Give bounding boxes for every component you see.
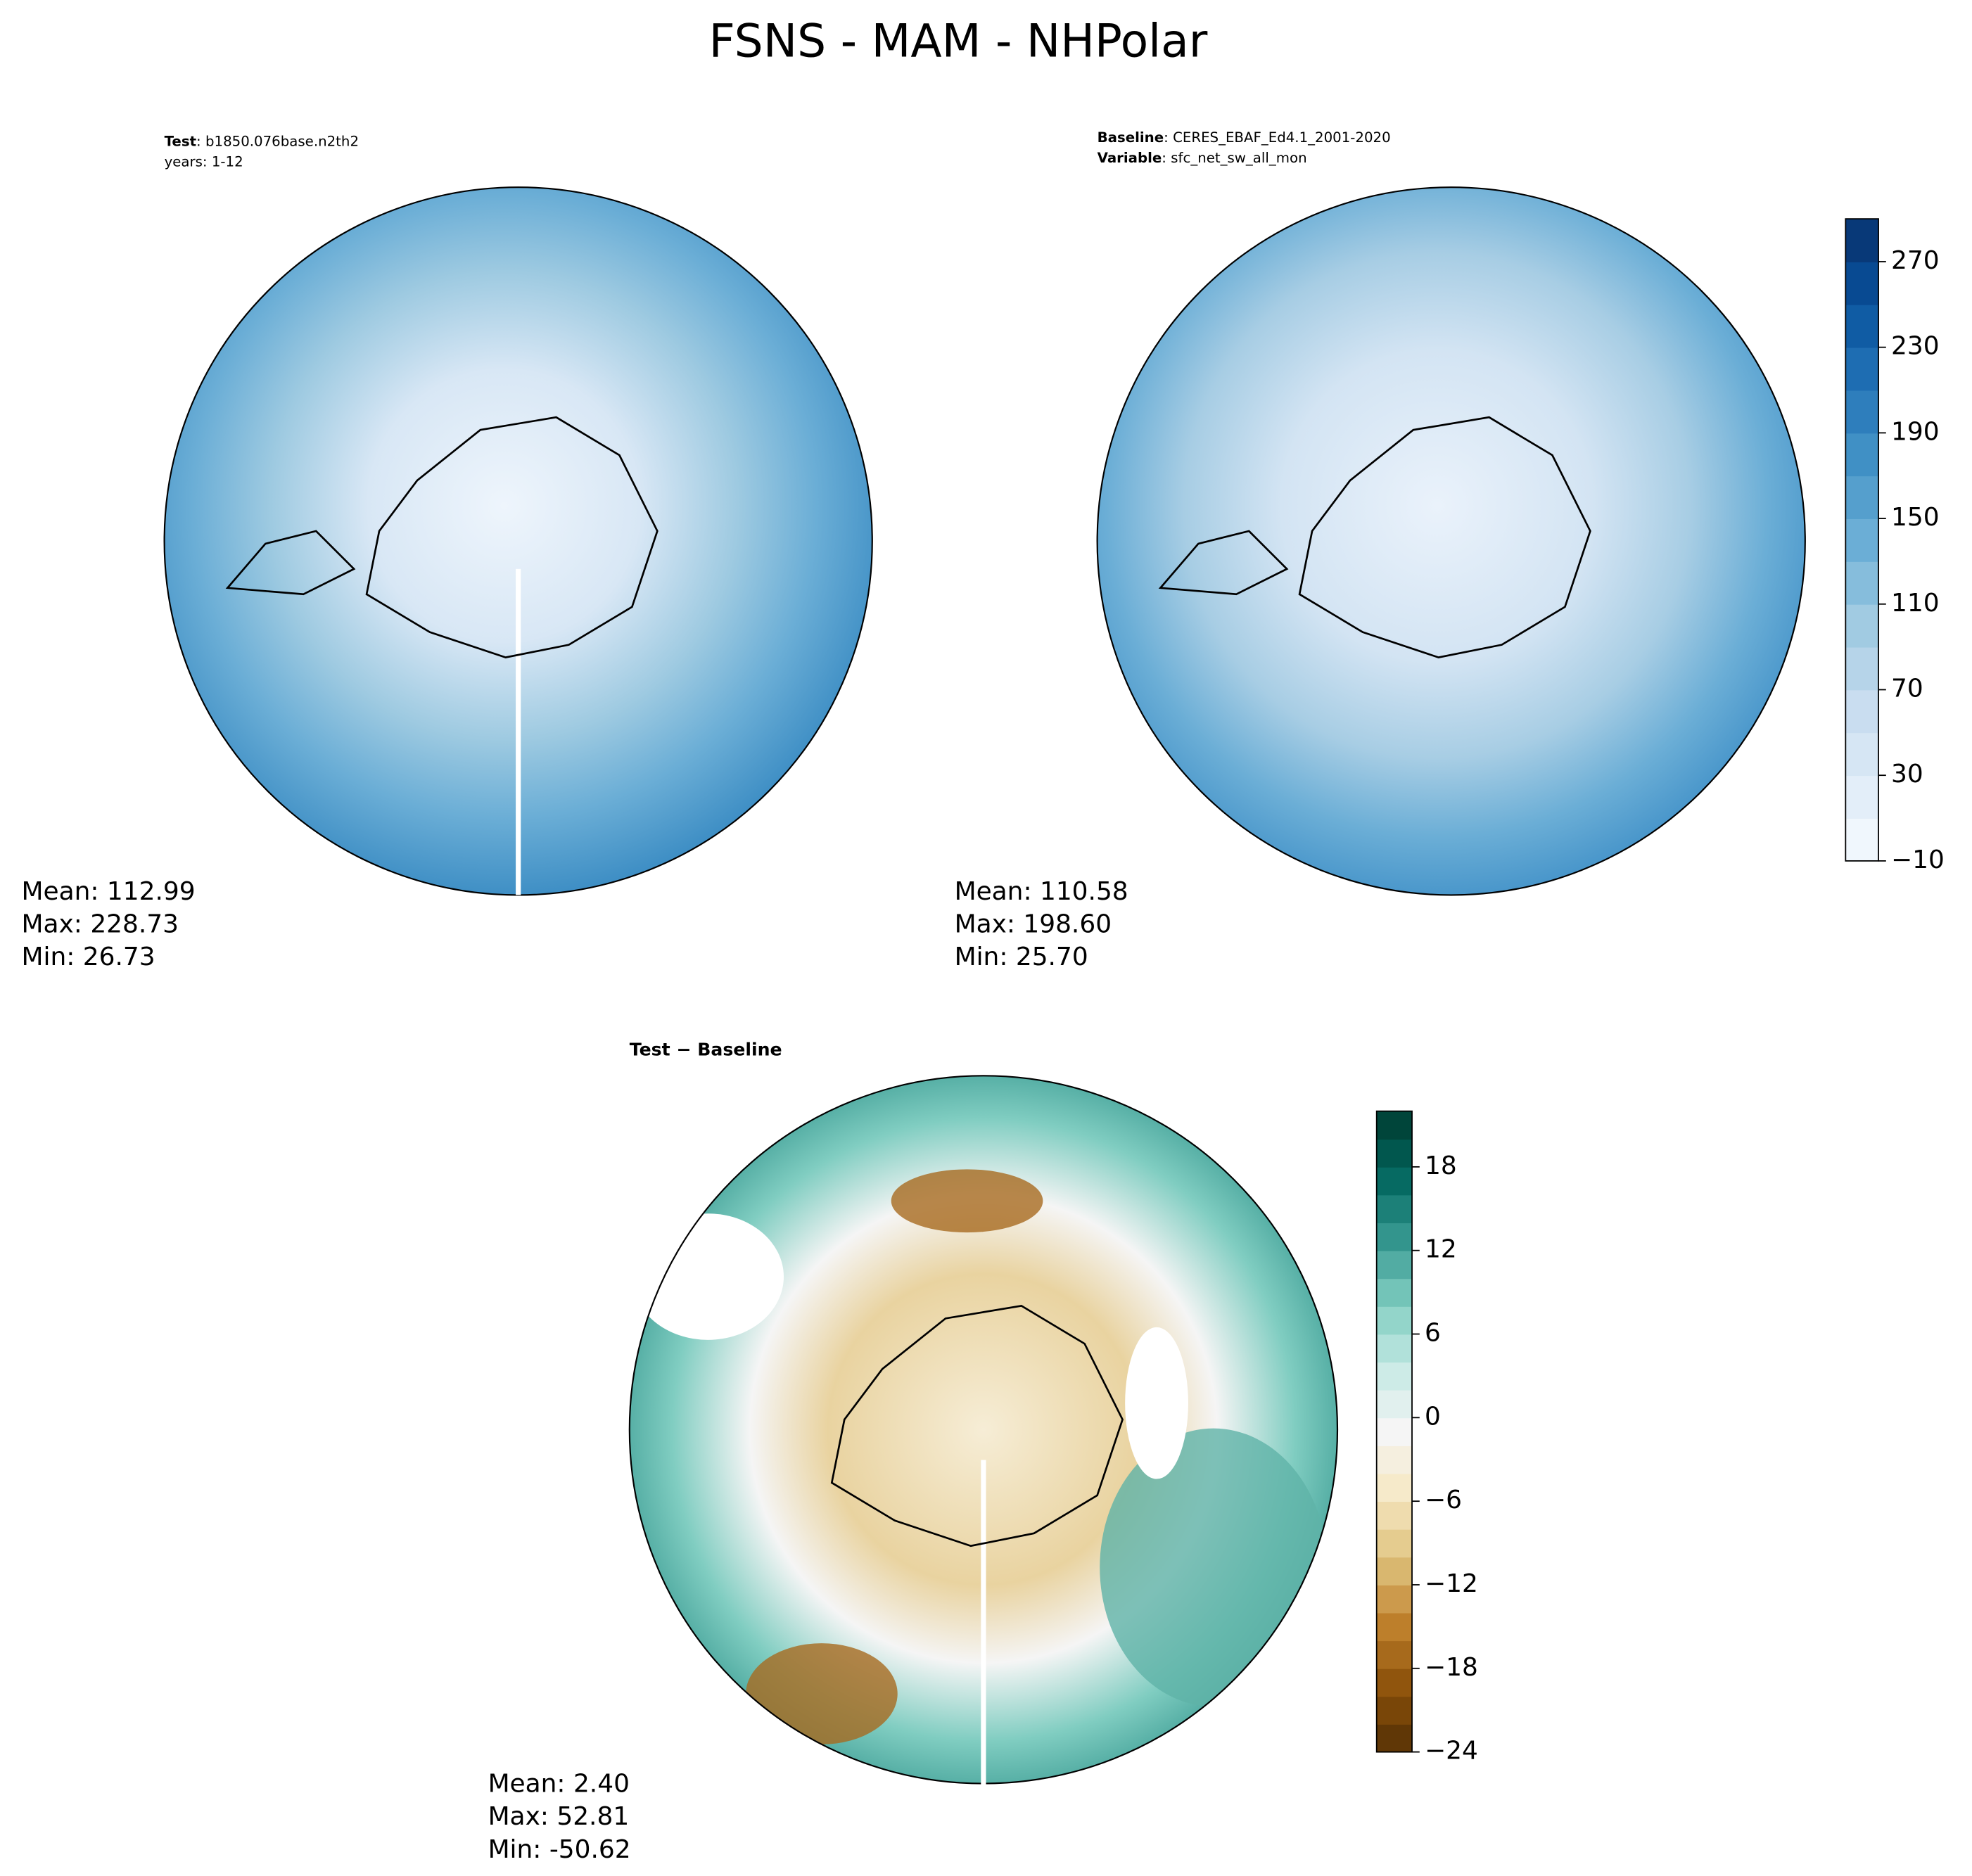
colorbar-band (1376, 1473, 1413, 1502)
colorbar-tick-label: 270 (1891, 246, 1940, 275)
anomaly (746, 1643, 898, 1744)
coastline (830, 1304, 1124, 1548)
stat-line: Min: 25.70 (955, 943, 1088, 971)
stat-line: Min: 26.73 (22, 943, 155, 971)
colorbar-band (1845, 304, 1879, 348)
colorbar-band (1376, 1389, 1413, 1419)
colorbar-tick-label: 150 (1891, 503, 1940, 532)
anomaly (891, 1169, 1043, 1233)
colorbar-tick-label: 0 (1425, 1402, 1441, 1431)
stat-line: Mean: 2.40 (488, 1769, 630, 1798)
colorbar-frame (1375, 1110, 1413, 1753)
colorbar-tick-label: −24 (1425, 1737, 1478, 1766)
colorbar-band (1376, 1696, 1413, 1725)
figure-title: FSNS - MAM - NHPolar (709, 15, 1208, 68)
colorbar-tick-label: 12 (1425, 1235, 1457, 1264)
colorbar-band (1376, 1306, 1413, 1335)
map-gap (981, 1460, 986, 1787)
anomaly (632, 1213, 784, 1340)
colorbar-tick-label: 190 (1891, 417, 1940, 446)
panel-header: Test: b1850.076base.n2th2 (165, 133, 359, 149)
coastline (225, 416, 659, 659)
colorbar-band (1376, 1445, 1413, 1474)
colorbar-band (1376, 1557, 1413, 1585)
colorbar-band (1376, 1417, 1413, 1446)
colorbar-tick-label: 30 (1891, 760, 1923, 789)
header-value: : CERES_EBAF_Ed4.1_2001-2020 (1164, 129, 1391, 146)
colorbar-tick-label: −10 (1891, 846, 1945, 874)
header-value: : sfc_net_sw_all_mon (1162, 149, 1306, 165)
colorbar-frame (1845, 218, 1879, 862)
coastline (1158, 416, 1591, 659)
colorbar-band (1845, 775, 1879, 819)
header-value: years: 1-12 (165, 153, 243, 170)
stat-line: Min: -50.62 (488, 1835, 631, 1864)
colorbar-band (1376, 1223, 1413, 1251)
colorbar-band (1376, 1362, 1413, 1391)
header-value: : b1850.076base.n2th2 (196, 133, 359, 149)
colorbar-band (1376, 1278, 1413, 1307)
colorbar-band (1845, 646, 1879, 691)
panel-header: Baseline: CERES_EBAF_Ed4.1_2001-2020 (1098, 129, 1391, 146)
colorbar-band (1376, 1612, 1413, 1642)
colorbar-band (1376, 1111, 1413, 1140)
header-key: Variable (1098, 149, 1162, 165)
panel-header: Test − Baseline (630, 1039, 782, 1059)
anomaly (1125, 1327, 1188, 1479)
panel-header: years: 1-12 (165, 153, 243, 170)
stat-line: Max: 198.60 (955, 910, 1112, 939)
colorbar-band (1845, 390, 1879, 434)
colorbar-band (1845, 689, 1879, 734)
stat-line: Mean: 112.99 (22, 877, 196, 906)
anomaly (1100, 1428, 1328, 1706)
map-baseline (1096, 186, 1806, 896)
colorbar-band (1376, 1529, 1413, 1558)
header-key: Baseline (1098, 129, 1164, 146)
colorbar-band (1845, 561, 1879, 605)
colorbar-band (1376, 1724, 1413, 1753)
stat-line: Max: 52.81 (488, 1802, 630, 1831)
colorbar-band (1845, 433, 1879, 477)
colorbar-tick-label: 230 (1891, 332, 1940, 361)
colorbar-band (1845, 261, 1879, 305)
colorbar-tick-label: −12 (1425, 1569, 1478, 1598)
colorbar-band (1376, 1194, 1413, 1223)
colorbar-band (1845, 518, 1879, 562)
colorbar-band (1845, 732, 1879, 777)
colorbar-band (1845, 604, 1879, 648)
colorbar-tick-label: −6 (1425, 1486, 1462, 1514)
stat-line: Max: 228.73 (22, 910, 179, 939)
colorbar-band (1376, 1334, 1413, 1363)
colorbar-band (1845, 476, 1879, 519)
stat-line: Mean: 110.58 (955, 877, 1128, 906)
colorbar-tick-label: 18 (1425, 1151, 1457, 1180)
colorbar-tick-label: 70 (1891, 674, 1923, 703)
map-gap (516, 568, 521, 895)
colorbar-tick-label: −18 (1425, 1653, 1478, 1682)
colorbar-tick-label: 6 (1425, 1319, 1441, 1348)
colorbar-band (1376, 1139, 1413, 1168)
panel-header: Variable: sfc_net_sw_all_mon (1098, 149, 1307, 165)
colorbar-band (1376, 1640, 1413, 1669)
colorbar-band (1845, 818, 1879, 862)
colorbar-band (1376, 1584, 1413, 1614)
colorbar-band (1376, 1501, 1413, 1530)
colorbar-band (1376, 1250, 1413, 1280)
header-key: Test (165, 133, 196, 149)
colorbar-band (1845, 219, 1879, 262)
colorbar-band (1845, 347, 1879, 391)
colorbar-tick-label: 110 (1891, 589, 1940, 618)
colorbar-band (1376, 1166, 1413, 1196)
colorbar-band (1376, 1668, 1413, 1697)
header-key: Test − Baseline (630, 1039, 782, 1059)
